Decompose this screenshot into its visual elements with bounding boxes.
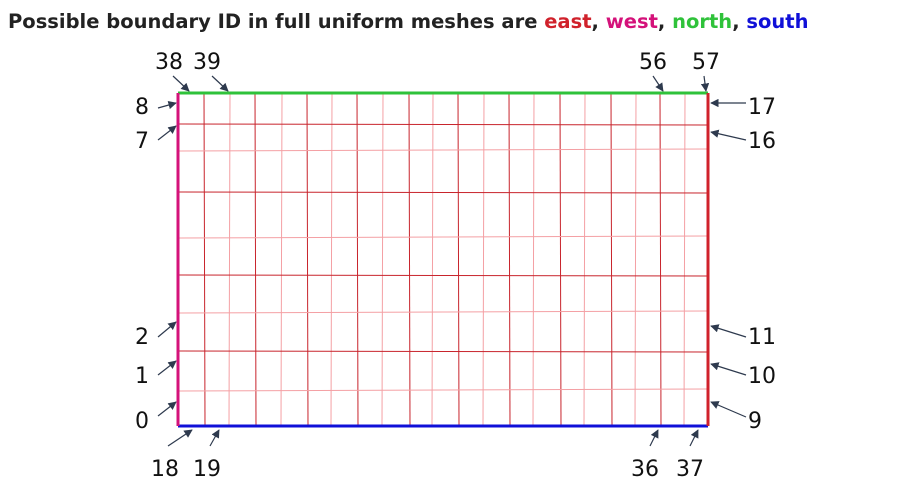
label-16: 16 — [748, 129, 776, 154]
mesh-line-vertical — [330, 92, 333, 427]
mesh-line-horizontal — [177, 350, 709, 353]
arrow-56 — [652, 75, 664, 92]
label-56: 56 — [639, 50, 667, 75]
mesh-grid — [177, 92, 709, 427]
label-11: 11 — [748, 325, 776, 350]
mesh-line-vertical — [457, 92, 460, 427]
arrow-11 — [710, 324, 747, 338]
mesh-line-vertical — [482, 92, 485, 427]
mesh-line-vertical — [610, 92, 613, 427]
mesh-line-vertical — [306, 92, 309, 427]
mesh-line-vertical — [532, 92, 535, 427]
label-39: 39 — [193, 50, 221, 75]
mesh-line-vertical — [508, 92, 511, 427]
label-2: 2 — [135, 325, 149, 350]
mesh-line-vertical — [431, 92, 434, 427]
figure-title: Possible boundary ID in full uniform mes… — [8, 10, 898, 33]
label-9: 9 — [748, 409, 762, 434]
arrow-36 — [649, 429, 659, 447]
arrow-1 — [157, 360, 177, 376]
label-19: 19 — [193, 457, 221, 482]
mesh-line-horizontal — [177, 388, 709, 392]
title-sep-2: , — [657, 10, 673, 33]
mesh-line-vertical — [254, 92, 257, 427]
arrow-16 — [710, 129, 747, 141]
label-37: 37 — [676, 457, 704, 482]
title-sep-1: , — [591, 10, 606, 33]
mesh-line-vertical — [408, 92, 411, 427]
arrow-57 — [700, 75, 710, 92]
label-38: 38 — [155, 50, 183, 75]
mesh-line-horizontal — [177, 123, 709, 126]
title-north: north — [672, 10, 733, 33]
arrow-18 — [167, 429, 193, 447]
arrow-2 — [157, 321, 177, 338]
title-west: west — [605, 10, 658, 33]
mesh-line-horizontal — [177, 235, 709, 239]
arrow-8 — [157, 100, 177, 110]
title-prefix: Possible boundary ID in full uniform mes… — [8, 10, 545, 33]
mesh-line-vertical — [683, 92, 686, 427]
arrow-10 — [710, 362, 747, 376]
mesh-line-vertical — [203, 92, 206, 427]
mesh-line-vertical — [634, 92, 637, 427]
mesh-line-horizontal — [177, 310, 709, 314]
arrow-0 — [157, 401, 177, 417]
title-sep-3: , — [732, 10, 747, 33]
arrow-38 — [172, 75, 190, 92]
mesh-line-horizontal — [177, 274, 709, 277]
arrow-7 — [157, 125, 177, 141]
mesh-line-horizontal — [177, 148, 709, 152]
label-17: 17 — [748, 95, 776, 120]
title-south: south — [746, 10, 809, 33]
label-8: 8 — [135, 95, 149, 120]
mesh-line-horizontal — [177, 191, 709, 194]
label-7: 7 — [135, 129, 149, 154]
label-0: 0 — [135, 409, 149, 434]
label-18: 18 — [151, 457, 179, 482]
mesh-line-vertical — [228, 92, 231, 427]
mesh-line-vertical — [583, 92, 586, 427]
arrow-9 — [710, 401, 747, 418]
arrow-39 — [211, 75, 229, 92]
mesh-line-vertical — [356, 92, 359, 427]
mesh-line-vertical — [559, 92, 562, 427]
title-east: east — [544, 10, 592, 33]
arrow-19 — [209, 429, 220, 447]
mesh-line-vertical — [280, 92, 283, 427]
arrow-37 — [689, 429, 699, 447]
mesh-line-vertical — [381, 92, 384, 427]
label-1: 1 — [135, 364, 149, 389]
mesh-line-vertical — [659, 92, 662, 427]
label-57: 57 — [692, 50, 720, 75]
label-36: 36 — [631, 457, 659, 482]
label-10: 10 — [748, 364, 776, 389]
